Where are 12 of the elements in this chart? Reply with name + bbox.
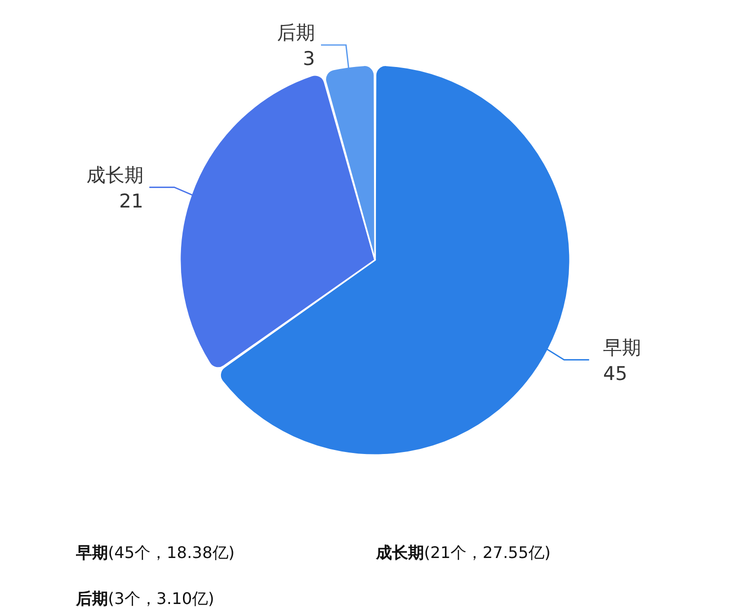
slice-label: 成长期	[86, 164, 144, 186]
category-label: 成长期	[376, 543, 424, 562]
text: (45个，18.38亿)	[108, 543, 235, 562]
data-label: 21	[119, 190, 144, 212]
text: (3个，3.10亿)	[108, 589, 214, 608]
category-label: 后期	[76, 589, 108, 608]
data-label: 3	[302, 48, 315, 70]
slice-label: 后期	[276, 22, 315, 44]
text: (21个，27.55亿)	[424, 543, 551, 562]
category-label: 早期	[76, 543, 108, 562]
slice-label: 早期	[603, 336, 642, 359]
data-label: 45	[603, 362, 628, 385]
